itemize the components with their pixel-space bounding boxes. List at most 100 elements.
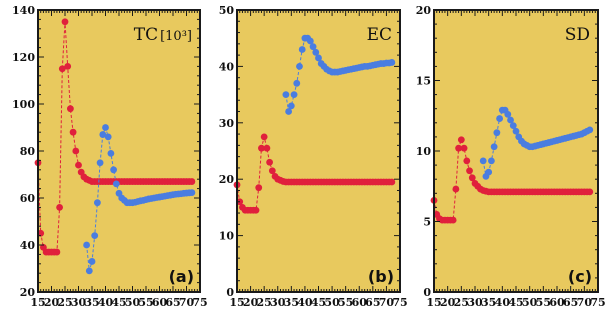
tc-blue-point [88,258,96,265]
sd-x-tick-label: 40 [495,296,511,309]
sd-blue-point [488,157,495,165]
ec-blue-point [298,46,306,53]
sd-x-tick-label: 55 [536,296,551,309]
tc-y-tick-label: 20 [20,286,36,299]
ec-x-tick-label: 75 [392,296,407,309]
ec-x-tick-label: 65 [365,296,380,309]
tc-red-point [64,63,72,70]
ec-x-tick-label: 55 [338,296,353,309]
ec-blue-point [287,102,295,110]
ec-blue-point [306,37,314,45]
tc-x-tick-label: 55 [138,296,153,309]
ec-blue-point [309,43,317,51]
panel-tc: 1520253035404550556065707520406080100120… [12,4,208,309]
tc-x-tick-label: 70 [179,296,195,309]
sd-red-point [466,167,473,175]
ec-blue-point [282,91,290,98]
ec-red-point [252,206,260,214]
ec-blue-point [312,48,320,56]
tc-blue-point [85,267,93,275]
tc-blue-point [188,189,196,196]
sd-blue-point [490,143,498,151]
sd-x-tick-label: 75 [590,296,605,309]
tc-red-point [75,161,82,169]
tc-x-tick-label: 15 [30,296,45,309]
ec-y-tick-label: 30 [219,117,235,130]
ec-x-tick-label: 70 [379,296,395,309]
ec-blue-point [388,59,396,66]
tc-red-point [188,178,196,185]
sd-x-tick-label: 45 [508,296,523,309]
tc-y-tick-label: 140 [12,4,35,17]
tc-y-tick-label: 100 [12,98,35,111]
tc-y-tick-label: 80 [20,145,36,158]
tc-x-tick-label: 50 [125,296,141,309]
tc-blue-point [110,166,117,174]
sd-y-tick-label: 5 [423,216,431,229]
ec-blue-point [296,63,303,70]
sd-x-tick-label: 20 [440,296,456,309]
tc-y-tick-label: 40 [20,239,36,252]
sd-y-tick-label: 15 [416,75,431,88]
tc-panel-tag: (a) [169,267,194,286]
sd-blue-point [485,168,493,176]
tc-red-point [67,105,74,113]
ec-blue-point [315,54,322,62]
sd-x-tick-label: 15 [426,296,441,309]
sd-red-point [468,174,476,182]
sd-blue-point [512,127,520,135]
sd-red-point [449,216,457,224]
tc-x-tick-label: 35 [84,296,99,309]
tc-red-point [61,18,69,26]
sd-red-point [463,157,471,165]
sd-red-point [455,144,462,152]
tc-x-tick-label: 25 [57,296,72,309]
sd-x-tick-label: 35 [481,296,496,309]
sd-x-tick-label: 25 [454,296,469,309]
ec-panel-tag: (b) [368,267,394,286]
ec-blue-point [285,108,293,115]
tc-red-point [69,128,77,136]
tc-red-point [58,65,66,73]
ec-red-point [266,158,273,166]
sd-plot-area [434,10,598,292]
ec-blue-point [290,91,298,98]
tc-x-tick-label: 60 [152,296,168,309]
ec-y-tick-label: 20 [219,173,235,186]
tc-blue-point [91,232,99,240]
sd-red-point [586,188,594,196]
panel-ec: 1520253035404550556065707501020304050EC(… [219,4,408,309]
sd-blue-point [504,110,512,118]
sd-x-tick-label: 65 [563,296,578,309]
ec-x-tick-label: 35 [284,296,299,309]
tc-x-tick-label: 45 [111,296,126,309]
tc-blue-point [107,149,115,157]
sd-blue-point [496,115,503,122]
sd-x-tick-label: 50 [522,296,538,309]
ec-red-point [260,133,268,141]
sd-blue-point [479,157,487,165]
tc-x-tick-label: 75 [192,296,207,309]
ec-y-tick-label: 0 [226,286,234,299]
ec-red-point [268,167,276,175]
tc-red-point [72,147,80,155]
sd-x-tick-label: 30 [467,296,483,309]
sd-red-point [452,185,460,193]
ec-y-tick-label: 40 [219,60,235,73]
ec-blue-point [293,79,301,87]
sd-title: SD [565,25,590,45]
ec-x-tick-label: 20 [243,296,259,309]
ec-y-tick-label: 10 [219,230,235,243]
ec-x-tick-label: 60 [352,296,368,309]
ec-x-tick-label: 45 [311,296,326,309]
ec-x-tick-label: 25 [257,296,272,309]
tc-x-tick-label: 40 [98,296,114,309]
tc-blue-point [112,180,120,188]
ec-x-tick-label: 30 [270,296,286,309]
ec-red-point [258,144,265,152]
tc-y-tick-label: 60 [20,192,36,205]
ec-red-point [388,178,396,186]
sd-x-tick-label: 60 [549,296,565,309]
sd-blue-point [586,126,594,134]
